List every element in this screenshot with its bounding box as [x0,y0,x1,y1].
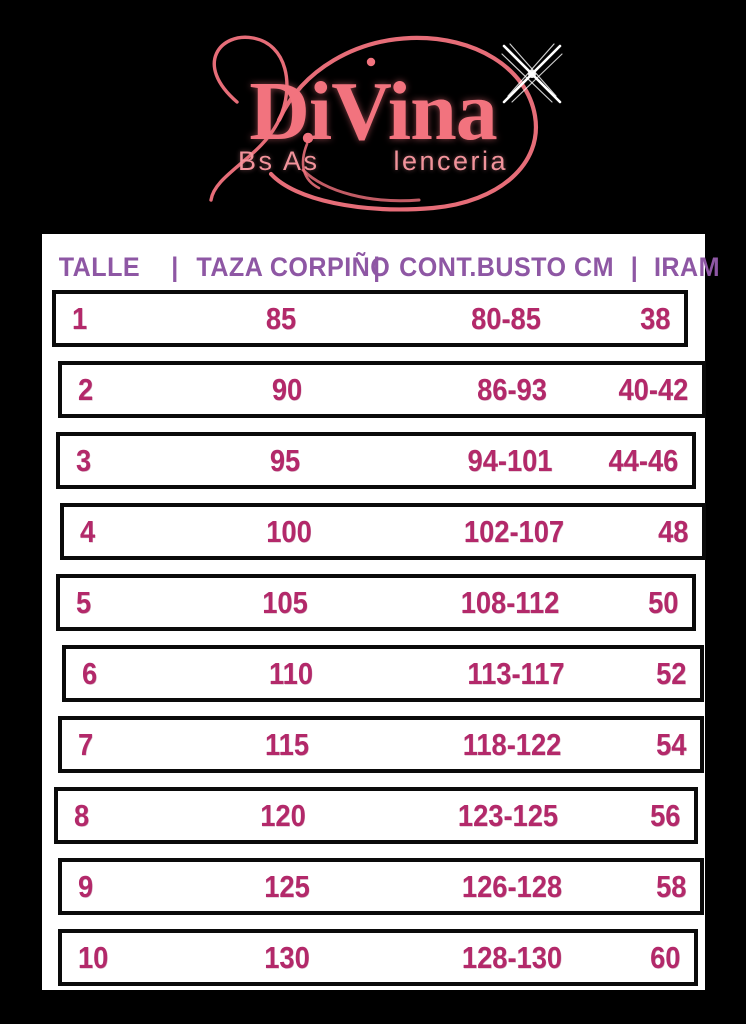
row-cell-iram: 50 [647,585,678,620]
column-header-iram: IRAM [653,252,720,282]
row-cell-talle: 4 [80,514,96,549]
table-row: 4 100 102-107 48 [60,503,706,560]
table-row: 10 130 128-130 60 [58,929,698,986]
row-cell-contorno: 118-122 [462,727,562,762]
column-header-contorno-busto: CONT.BUSTO CM [399,252,614,282]
row-cell-contorno: 123-125 [457,798,559,833]
row-cell-taza: 120 [260,798,306,833]
table-header-row: TALLE | TAZA CORPIÑO | CONT.BUSTO CM | I… [42,246,720,288]
brand-tagline-location: Bs As [237,146,320,176]
row-cell-talle: 1 [72,301,88,336]
row-cell-iram: 58 [655,869,686,904]
column-separator-1: | [171,252,179,282]
table-row: 8 120 123-125 56 [54,787,698,844]
row-cell-talle: 10 [78,940,109,975]
table-row: 3 95 94-101 44-46 [56,432,696,489]
row-cell-contorno: 113-117 [467,656,565,691]
table-row: 7 115 118-122 54 [58,716,704,773]
row-cell-talle: 6 [82,656,98,691]
row-cell-iram: 52 [655,656,686,691]
swirl-flourish-icon [209,35,539,212]
table-row: 5 105 108-112 50 [56,574,696,631]
row-cell-taza: 110 [268,656,313,691]
row-cell-contorno: 126-128 [461,869,563,904]
row-cell-taza: 85 [265,301,297,336]
row-cell-iram: 40-42 [618,372,688,407]
row-cell-taza: 130 [264,940,310,975]
brand-wordmark-di: Di [249,65,332,158]
brand-wordmark-vina: Vina [331,65,498,158]
column-header-talle: TALLE [58,252,141,282]
row-cell-contorno: 86-93 [477,372,547,407]
table-row: 2 90 86-93 40-42 [58,361,706,418]
row-cell-iram: 38 [639,301,670,336]
table-row: 1 85 80-85 38 [52,290,688,347]
column-header-taza-corpino: TAZA CORPIÑO [196,252,391,282]
row-cell-iram: 54 [655,727,686,762]
row-cell-taza: 100 [266,514,312,549]
row-cell-taza: 105 [262,585,308,620]
row-cell-iram: 60 [649,940,680,975]
row-cell-taza: 90 [271,372,303,407]
row-cell-contorno: 108-112 [460,585,560,620]
row-cell-talle: 9 [78,869,94,904]
row-cell-talle: 3 [76,443,92,478]
row-cell-talle: 5 [76,585,92,620]
brand-logo-area: DiVina Bs As lenceria [0,0,746,232]
row-cell-contorno: 80-85 [471,301,541,336]
row-cell-talle: 2 [78,372,94,407]
size-chart-card: TALLE | TAZA CORPIÑO | CONT.BUSTO CM | I… [42,234,720,990]
row-cell-iram: 48 [657,514,688,549]
table-row: 6 110 113-117 52 [62,645,704,702]
brand-tagline-category: lenceria [393,146,509,176]
column-separator-2: | [373,252,381,282]
row-cell-talle: 7 [78,727,94,762]
column-separator-3: | [630,252,639,282]
row-cell-contorno: 94-101 [467,443,553,478]
table-row: 9 125 126-128 58 [58,858,704,915]
brand-wordmark: DiVina [0,70,746,154]
row-cell-iram: 56 [649,798,680,833]
table-body: 1 85 80-85 38 2 90 86-93 40-42 3 95 94-101 44-46 4 10… [42,290,706,990]
row-cell-taza: 125 [264,869,310,904]
row-cell-taza: 95 [269,443,301,478]
row-cell-talle: 8 [74,798,90,833]
sparkle-icon [501,43,563,104]
row-cell-contorno: 128-130 [461,940,563,975]
brand-tagline: Bs As lenceria [0,148,746,175]
row-cell-contorno: 102-107 [463,514,565,549]
row-cell-iram: 44-46 [608,443,678,478]
row-cell-taza: 115 [264,727,309,762]
